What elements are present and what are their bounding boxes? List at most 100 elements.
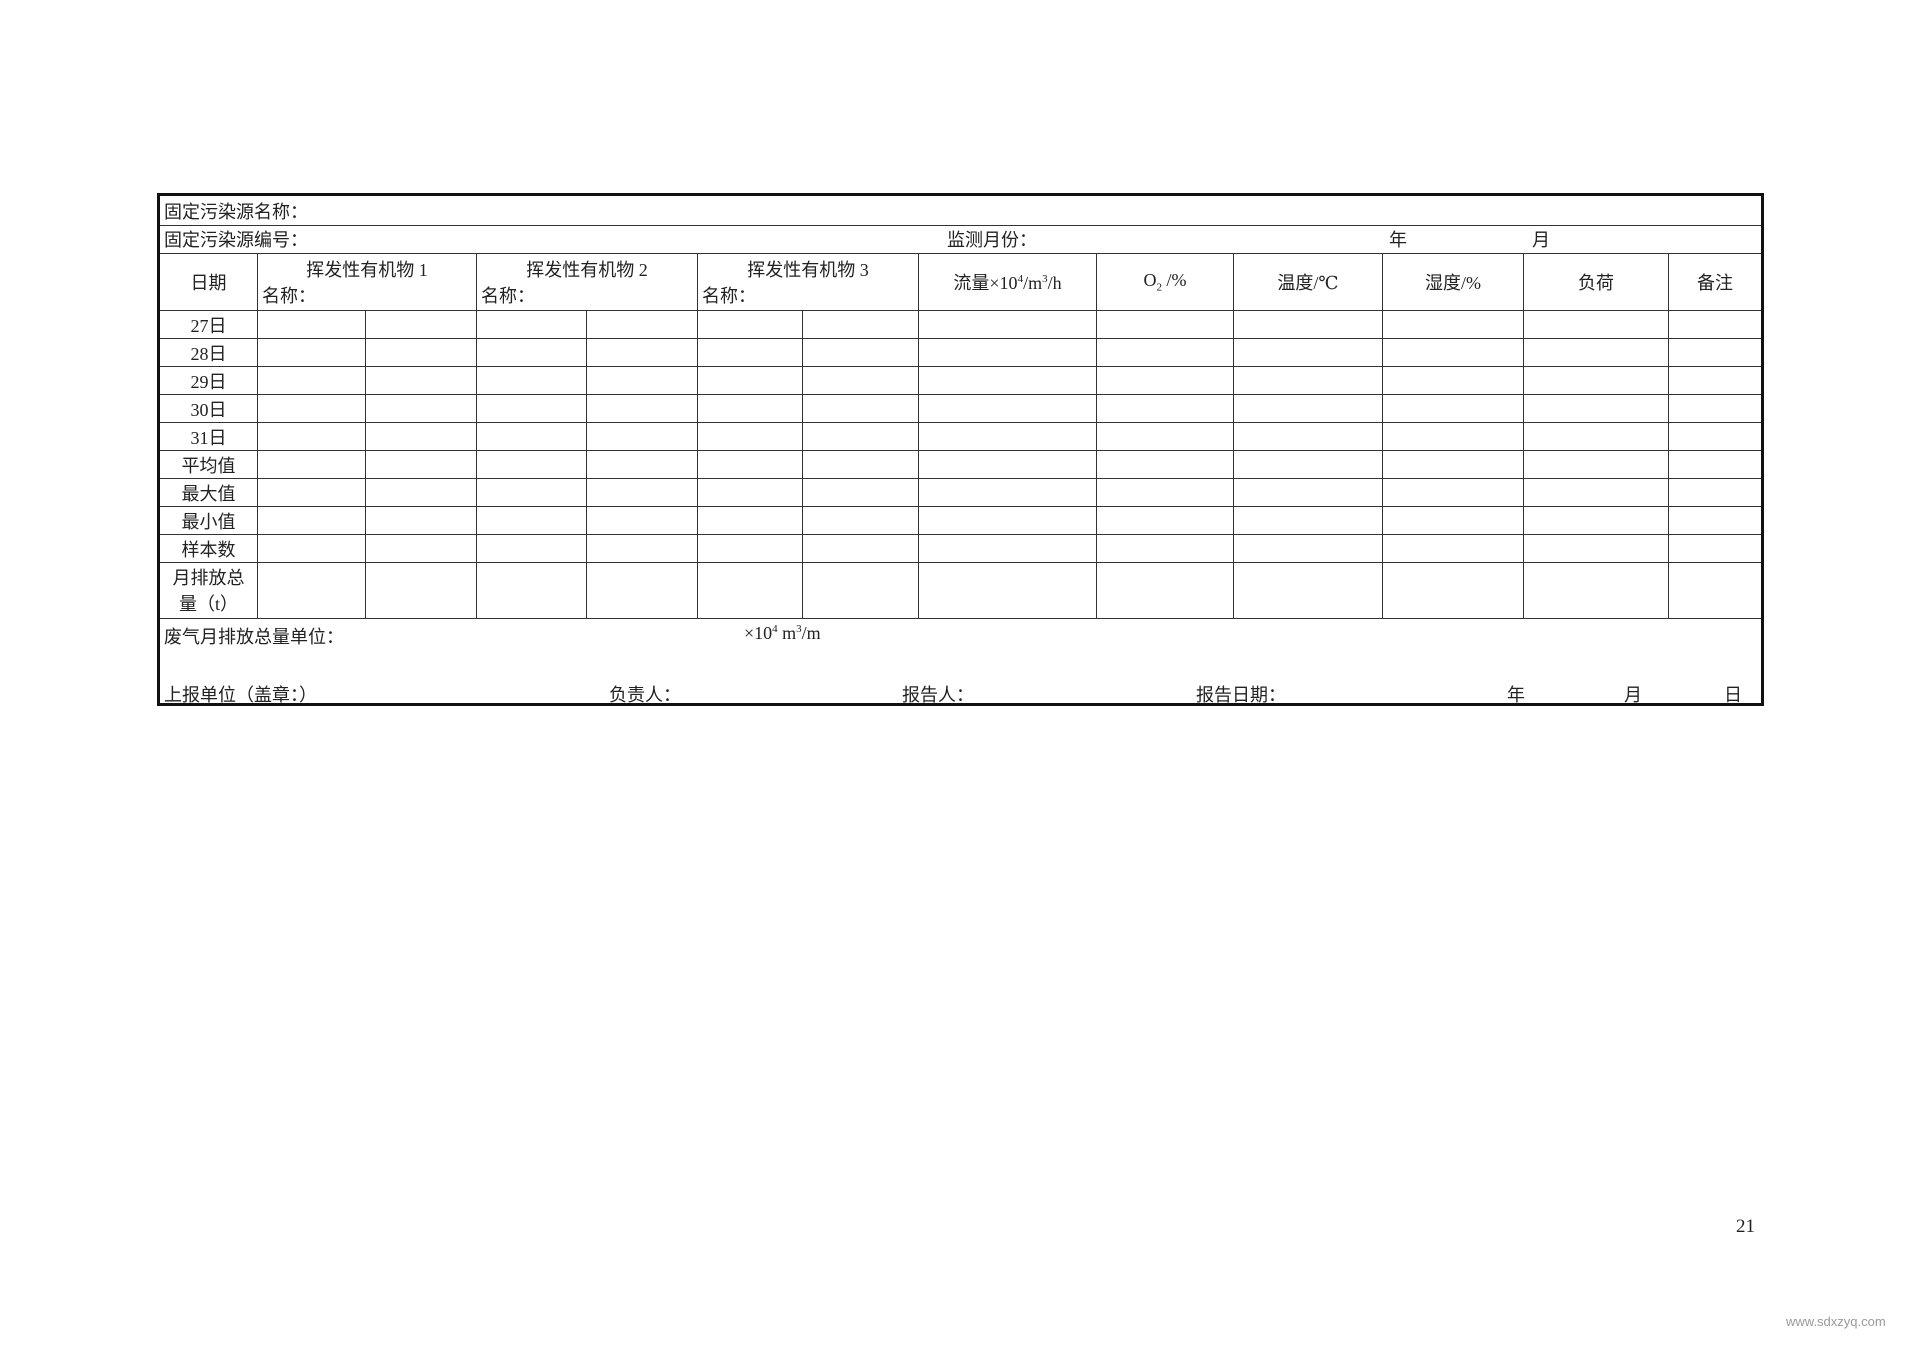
data-cell[interactable] [1667,534,1764,563]
data-cell[interactable] [1382,562,1524,619]
data-cell[interactable] [257,534,366,563]
data-cell[interactable] [1233,338,1383,367]
data-cell[interactable] [586,506,698,535]
data-cell[interactable] [365,506,477,535]
data-cell[interactable] [697,366,803,395]
data-cell[interactable] [1667,506,1764,535]
data-cell[interactable] [476,450,587,479]
data-cell[interactable] [257,366,366,395]
data-cell[interactable] [1523,394,1669,423]
data-cell[interactable] [1233,366,1383,395]
data-cell[interactable] [1382,366,1524,395]
source-name-field[interactable]: 固定污染源名称： [157,194,1764,226]
data-cell[interactable] [918,506,1097,535]
data-cell[interactable] [586,562,698,619]
data-cell[interactable] [1233,422,1383,451]
data-cell[interactable] [1667,422,1764,451]
data-cell[interactable] [1233,394,1383,423]
data-cell[interactable] [257,562,366,619]
data-cell[interactable] [802,450,919,479]
data-cell[interactable] [1096,366,1234,395]
data-cell[interactable] [1096,534,1234,563]
data-cell[interactable] [365,478,477,507]
data-cell[interactable] [1096,394,1234,423]
data-cell[interactable] [918,450,1097,479]
data-cell[interactable] [697,534,803,563]
data-cell[interactable] [365,310,477,339]
data-cell[interactable] [1667,562,1764,619]
data-cell[interactable] [365,562,477,619]
data-cell[interactable] [918,310,1097,339]
data-cell[interactable] [802,310,919,339]
data-cell[interactable] [697,450,803,479]
data-cell[interactable] [1523,478,1669,507]
data-cell[interactable] [586,310,698,339]
data-cell[interactable] [1382,394,1524,423]
data-cell[interactable] [802,506,919,535]
data-cell[interactable] [257,478,366,507]
data-cell[interactable] [1096,450,1234,479]
data-cell[interactable] [697,478,803,507]
data-cell[interactable] [1233,506,1383,535]
data-cell[interactable] [918,394,1097,423]
data-cell[interactable] [476,338,587,367]
data-cell[interactable] [1382,478,1524,507]
data-cell[interactable] [802,562,919,619]
data-cell[interactable] [1667,450,1764,479]
data-cell[interactable] [1523,534,1669,563]
data-cell[interactable] [257,450,366,479]
data-cell[interactable] [802,422,919,451]
data-cell[interactable] [802,394,919,423]
data-cell[interactable] [1233,450,1383,479]
data-cell[interactable] [586,450,698,479]
data-cell[interactable] [1382,534,1524,563]
data-cell[interactable] [476,394,587,423]
data-cell[interactable] [476,562,587,619]
data-cell[interactable] [918,478,1097,507]
data-cell[interactable] [1523,562,1669,619]
data-cell[interactable] [918,338,1097,367]
data-cell[interactable] [1096,310,1234,339]
data-cell[interactable] [918,562,1097,619]
data-cell[interactable] [1667,394,1764,423]
data-cell[interactable] [476,478,587,507]
data-cell[interactable] [476,422,587,451]
data-cell[interactable] [257,506,366,535]
data-cell[interactable] [802,534,919,563]
data-cell[interactable] [1233,310,1383,339]
data-cell[interactable] [365,422,477,451]
data-cell[interactable] [1523,506,1669,535]
data-cell[interactable] [1096,338,1234,367]
data-cell[interactable] [257,338,366,367]
data-cell[interactable] [257,310,366,339]
data-cell[interactable] [1233,478,1383,507]
data-cell[interactable] [697,310,803,339]
data-cell[interactable] [257,394,366,423]
data-cell[interactable] [1523,338,1669,367]
data-cell[interactable] [697,562,803,619]
data-cell[interactable] [697,394,803,423]
data-cell[interactable] [1667,338,1764,367]
data-cell[interactable] [1096,506,1234,535]
data-cell[interactable] [697,422,803,451]
data-cell[interactable] [1523,310,1669,339]
data-cell[interactable] [586,478,698,507]
data-cell[interactable] [365,394,477,423]
data-cell[interactable] [1382,422,1524,451]
data-cell[interactable] [697,506,803,535]
data-cell[interactable] [1096,478,1234,507]
data-cell[interactable] [802,366,919,395]
data-cell[interactable] [1233,534,1383,563]
data-cell[interactable] [1382,338,1524,367]
data-cell[interactable] [918,534,1097,563]
data-cell[interactable] [586,394,698,423]
data-cell[interactable] [476,534,587,563]
data-cell[interactable] [586,422,698,451]
data-cell[interactable] [476,506,587,535]
data-cell[interactable] [476,310,587,339]
data-cell[interactable] [1667,478,1764,507]
data-cell[interactable] [1096,422,1234,451]
data-cell[interactable] [1382,506,1524,535]
data-cell[interactable] [586,534,698,563]
data-cell[interactable] [1233,562,1383,619]
